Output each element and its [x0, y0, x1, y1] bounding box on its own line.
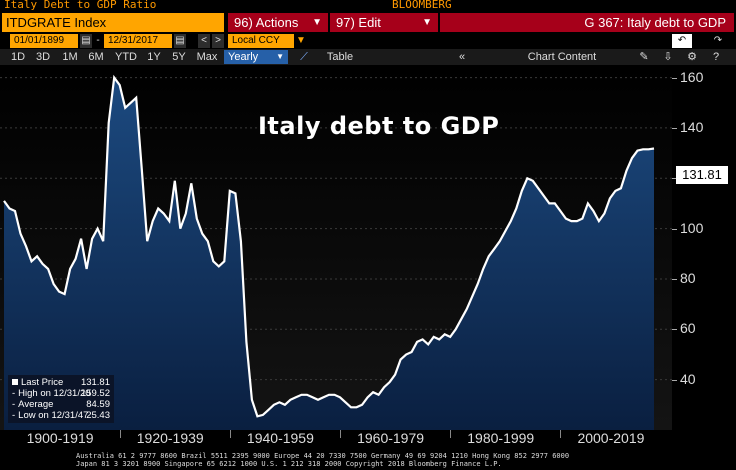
- frequency-select[interactable]: Yearly ▼: [224, 50, 288, 64]
- start-date-field[interactable]: 01/01/1899: [10, 34, 78, 48]
- line-chart-icon[interactable]: ⟋: [300, 51, 308, 63]
- y-tick-label: 160: [680, 68, 704, 85]
- y-tick-mark: [672, 278, 677, 280]
- help-icon[interactable]: ?: [712, 51, 720, 63]
- legend-value: 131.81: [80, 377, 110, 388]
- chevron-right-icon[interactable]: >: [212, 34, 224, 48]
- window-title-bar: Italy Debt to GDP Ratio BLOOMBERG: [0, 0, 736, 11]
- chevron-left-icon[interactable]: <: [198, 34, 210, 48]
- series-line: [3, 74, 655, 418]
- chart-reference: G 367: Italy debt to GDP: [440, 13, 734, 32]
- redo-icon[interactable]: ↷: [708, 34, 728, 48]
- actions-button[interactable]: 96) Actions ▼: [228, 13, 328, 32]
- tab-ytd[interactable]: YTD: [115, 51, 137, 63]
- x-tick-mark: [119, 430, 121, 438]
- table-button[interactable]: Table: [318, 50, 362, 64]
- brand-label: BLOOMBERG: [392, 0, 452, 11]
- x-tick-label: 1940-1959: [246, 430, 314, 446]
- actions-number: 96: [234, 15, 249, 30]
- x-tick-mark: [340, 430, 342, 438]
- dash-icon: -: [12, 388, 16, 399]
- dash-separator: -: [94, 34, 102, 48]
- y-tick-mark: [672, 178, 677, 180]
- tab-1m[interactable]: 1M: [62, 51, 78, 63]
- chevron-down-icon: ▼: [312, 17, 322, 28]
- y-tick-mark: [672, 127, 677, 129]
- square-icon: [12, 379, 18, 385]
- table-label: Table: [326, 51, 354, 63]
- x-tick-mark: [450, 430, 452, 438]
- legend-high: - High on 12/31/20 159.52: [12, 388, 112, 400]
- y-tick-label: 80: [680, 269, 696, 286]
- y-tick-label: 100: [680, 219, 704, 236]
- tab-6m[interactable]: 6M: [88, 51, 104, 63]
- y-axis: 406080100120140160: [672, 65, 736, 430]
- x-axis: 1900-1919 1920-1939 1940-1959 1960-1979 1980…: [0, 430, 672, 452]
- edit-number: 97: [336, 15, 351, 30]
- footer: Australia 61 2 9777 8600 Brazil 5511 239…: [0, 452, 736, 470]
- edit-pencil-icon[interactable]: ✎: [639, 51, 649, 63]
- legend-value: 84.59: [86, 399, 110, 410]
- legend-label: High on 12/31/20: [18, 388, 91, 399]
- x-tick-label: 1980-1999: [467, 430, 535, 446]
- y-tick-label: 140: [680, 118, 704, 135]
- footer-copyright: Japan 81 3 3201 8900 Singapore 65 6212 1…: [76, 460, 502, 468]
- legend-label: Low on 12/31/47: [18, 410, 89, 421]
- currency-select[interactable]: Local CCY: [228, 34, 294, 48]
- last-value-label: 131.81: [676, 166, 728, 184]
- y-tick-mark: [672, 329, 677, 331]
- tab-1d[interactable]: 1D: [10, 51, 26, 63]
- ticker-field[interactable]: ITDGRATE Index: [2, 13, 224, 32]
- dash-icon: -: [12, 399, 16, 410]
- frequency-label: Yearly: [228, 51, 259, 63]
- area-chart: [0, 65, 672, 430]
- tab-1y[interactable]: 1Y: [147, 51, 161, 63]
- y-tick-mark: [672, 77, 677, 79]
- y-tick-label: 40: [680, 370, 696, 387]
- legend: Last Price 131.81 - High on 12/31/20 159.…: [8, 375, 114, 423]
- calendar-icon[interactable]: ▤: [80, 34, 92, 48]
- chevron-down-icon: ▼: [422, 17, 432, 28]
- x-tick-label: 1900-1919: [26, 430, 94, 446]
- chart-title: Italy debt to GDP: [258, 112, 500, 140]
- calendar-icon[interactable]: ▤: [174, 34, 186, 48]
- y-tick-mark: [672, 228, 677, 230]
- x-tick-label: 1920-1939: [136, 430, 204, 446]
- settings-icon[interactable]: ⚙: [687, 51, 697, 63]
- chevron-down-icon: ▼: [276, 52, 284, 61]
- legend-average: - Average 84.59: [12, 399, 112, 411]
- x-tick-mark: [229, 430, 231, 438]
- legend-label: Average: [18, 399, 54, 410]
- chart-content-label: Chart Content: [527, 51, 597, 63]
- legend-value: 159.52: [80, 388, 110, 399]
- chart-content-button[interactable]: Chart Content: [500, 50, 624, 64]
- actions-label: Actions: [255, 15, 299, 30]
- x-tick-label: 1960-1979: [357, 430, 425, 446]
- legend-last-price: Last Price 131.81: [12, 377, 112, 389]
- toolbar: ITDGRATE Index 96) Actions ▼ 97) Edit ▼ …: [0, 12, 736, 33]
- download-icon[interactable]: ⇩: [663, 51, 673, 63]
- legend-value: 25.43: [86, 410, 110, 421]
- legend-label: Last Price: [21, 377, 64, 388]
- x-tick-label: 2000-2019: [577, 430, 645, 446]
- collapse-left-icon[interactable]: «: [458, 51, 466, 63]
- end-date-field[interactable]: 12/31/2017: [104, 34, 172, 48]
- footer-contacts: Australia 61 2 9777 8600 Brazil 5511 239…: [76, 452, 570, 460]
- legend-low: - Low on 12/31/47 25.43: [12, 410, 112, 422]
- tab-max[interactable]: Max: [196, 51, 218, 63]
- dash-icon: -: [12, 410, 16, 421]
- y-tick-mark: [672, 379, 677, 381]
- edit-label: Edit: [358, 15, 381, 30]
- series-area: [4, 77, 654, 430]
- edit-button[interactable]: 97) Edit ▼: [330, 13, 438, 32]
- tab-3d[interactable]: 3D: [35, 51, 51, 63]
- tab-5y[interactable]: 5Y: [172, 51, 186, 63]
- undo-icon[interactable]: ↶: [672, 34, 692, 48]
- x-tick-mark: [560, 430, 562, 438]
- chevron-down-icon[interactable]: ▼: [296, 34, 306, 48]
- period-tabs: 1D 3D 1M 6M YTD 1Y 5Y Max Yearly ▼ ⟋ Tab…: [0, 49, 736, 65]
- y-tick-label: 60: [680, 320, 696, 337]
- date-range-bar: 01/01/1899 ▤ - 12/31/2017 ▤ < > Local CC…: [0, 33, 736, 49]
- window-title: Italy Debt to GDP Ratio: [4, 0, 157, 11]
